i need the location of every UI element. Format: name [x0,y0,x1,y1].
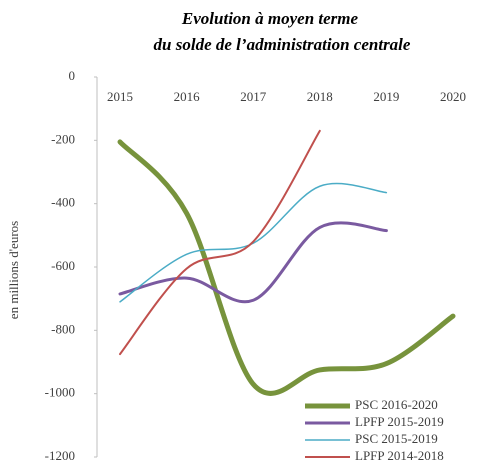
y-tick-label: -600 [51,258,75,273]
series-line [117,139,456,396]
legend-label: PSC 2015-2019 [355,431,438,446]
x-tick-label: 2020 [440,89,466,104]
x-tick-label: 2015 [107,89,133,104]
y-tick-label: -200 [51,131,75,146]
series-line [119,182,388,303]
chart-subtitle: du solde de l’administration centrale [154,35,411,54]
series-line [119,129,321,356]
y-axis-label: en millions d'euros [6,221,21,319]
x-tick-label: 2018 [307,89,333,104]
y-tick-label: -1000 [45,385,75,400]
legend-label: LPFP 2014-2018 [355,448,444,463]
y-tick-label: -800 [51,321,75,336]
legend-label: PSC 2016-2020 [355,397,438,412]
y-tick-label: -400 [51,195,75,210]
x-tick-label: 2017 [240,89,267,104]
y-tick-label: 0 [69,68,76,83]
legend-label: LPFP 2015-2019 [355,414,444,429]
y-tick-label: -1200 [45,448,75,463]
chart-title: Evolution à moyen terme [181,9,359,28]
x-tick-label: 2019 [373,89,399,104]
series-line [118,221,388,304]
x-tick-label: 2016 [174,89,201,104]
